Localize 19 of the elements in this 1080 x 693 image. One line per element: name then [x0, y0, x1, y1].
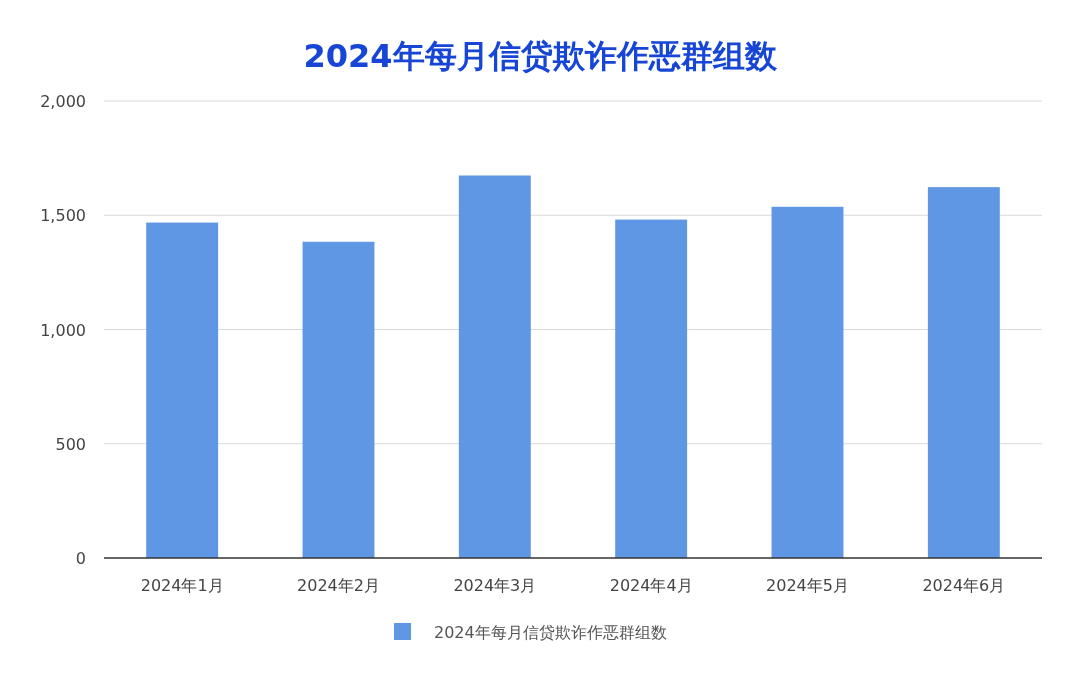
- bar: [927, 187, 1000, 558]
- y-tick-label: 1,500: [40, 206, 86, 226]
- y-tick-label: 1,000: [40, 320, 86, 340]
- chart-title: 2024年每月信贷欺诈作恶群组数: [303, 37, 778, 75]
- y-tick-label: 0: [75, 549, 86, 568]
- x-tick-label: 2024年1月: [140, 576, 224, 595]
- x-tick-label: 2024年3月: [453, 576, 537, 595]
- y-tick-label: 500: [55, 434, 86, 454]
- bar: [146, 222, 219, 558]
- legend-label: 2024年每月信贷欺诈作恶群组数: [434, 623, 667, 642]
- x-tick-label: 2024年5月: [766, 576, 849, 595]
- x-tick-label: 2024年4月: [609, 576, 693, 595]
- bar: [615, 219, 688, 558]
- x-tick-label: 2024年6月: [922, 576, 1006, 595]
- y-tick-label: 2,000: [40, 92, 86, 111]
- bar: [771, 206, 844, 558]
- x-tick-label: 2024年2月: [297, 576, 380, 595]
- bar: [458, 175, 531, 558]
- bar: [302, 241, 375, 558]
